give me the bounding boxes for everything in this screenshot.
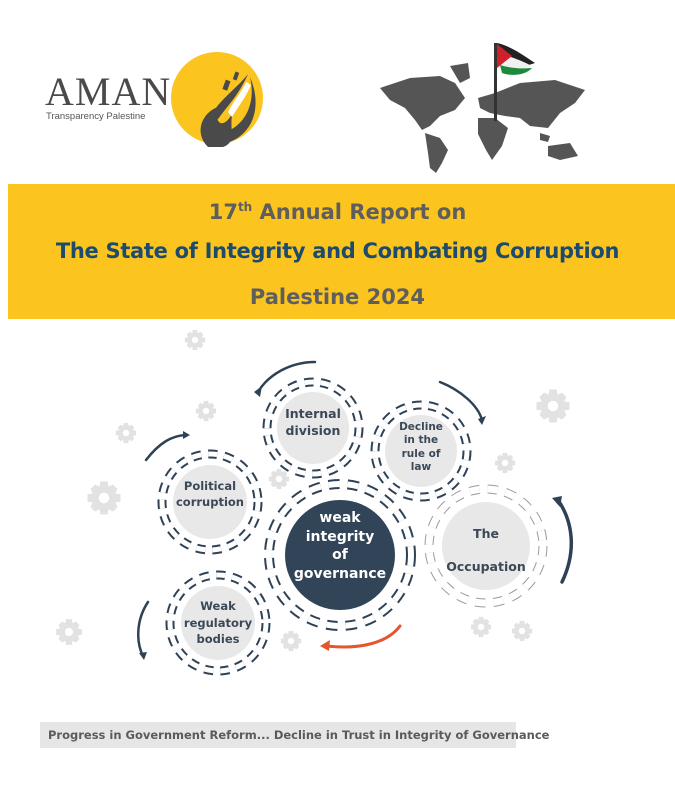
gear-label-political-corruption: Political corruption xyxy=(175,479,244,509)
aman-wordmark: AMAN xyxy=(45,69,172,114)
world-map-with-palestine-flag-icon xyxy=(380,43,585,173)
aman-subtitle: Transparency Palestine xyxy=(46,111,146,122)
gear-label-rule-of-law: Decline in the rule of law xyxy=(399,421,443,474)
rotation-arrow-icon xyxy=(137,360,573,658)
gear-label-occupation: The Occupation xyxy=(446,526,526,574)
center-gear-label: weak integrity of governance xyxy=(293,510,387,582)
tagline-text: Progress in Government Reform... Decline… xyxy=(48,728,550,742)
gear-label-weak-regulatory-bodies: Weak regulatory bodies xyxy=(183,599,253,647)
gear-label-internal-division: Internal division xyxy=(285,406,341,438)
report-edition-heading: 17th Annual Report on xyxy=(208,200,467,224)
gear-diagram xyxy=(56,329,573,676)
report-subtitle-year: Palestine 2024 xyxy=(249,285,426,309)
title-banner xyxy=(8,184,675,319)
red-rotation-arrow-icon xyxy=(324,624,402,649)
report-title: The State of Integrity and Combating Cor… xyxy=(55,239,620,263)
tagline-bar xyxy=(40,722,516,748)
aman-calligraphy-logo-icon xyxy=(171,52,263,147)
